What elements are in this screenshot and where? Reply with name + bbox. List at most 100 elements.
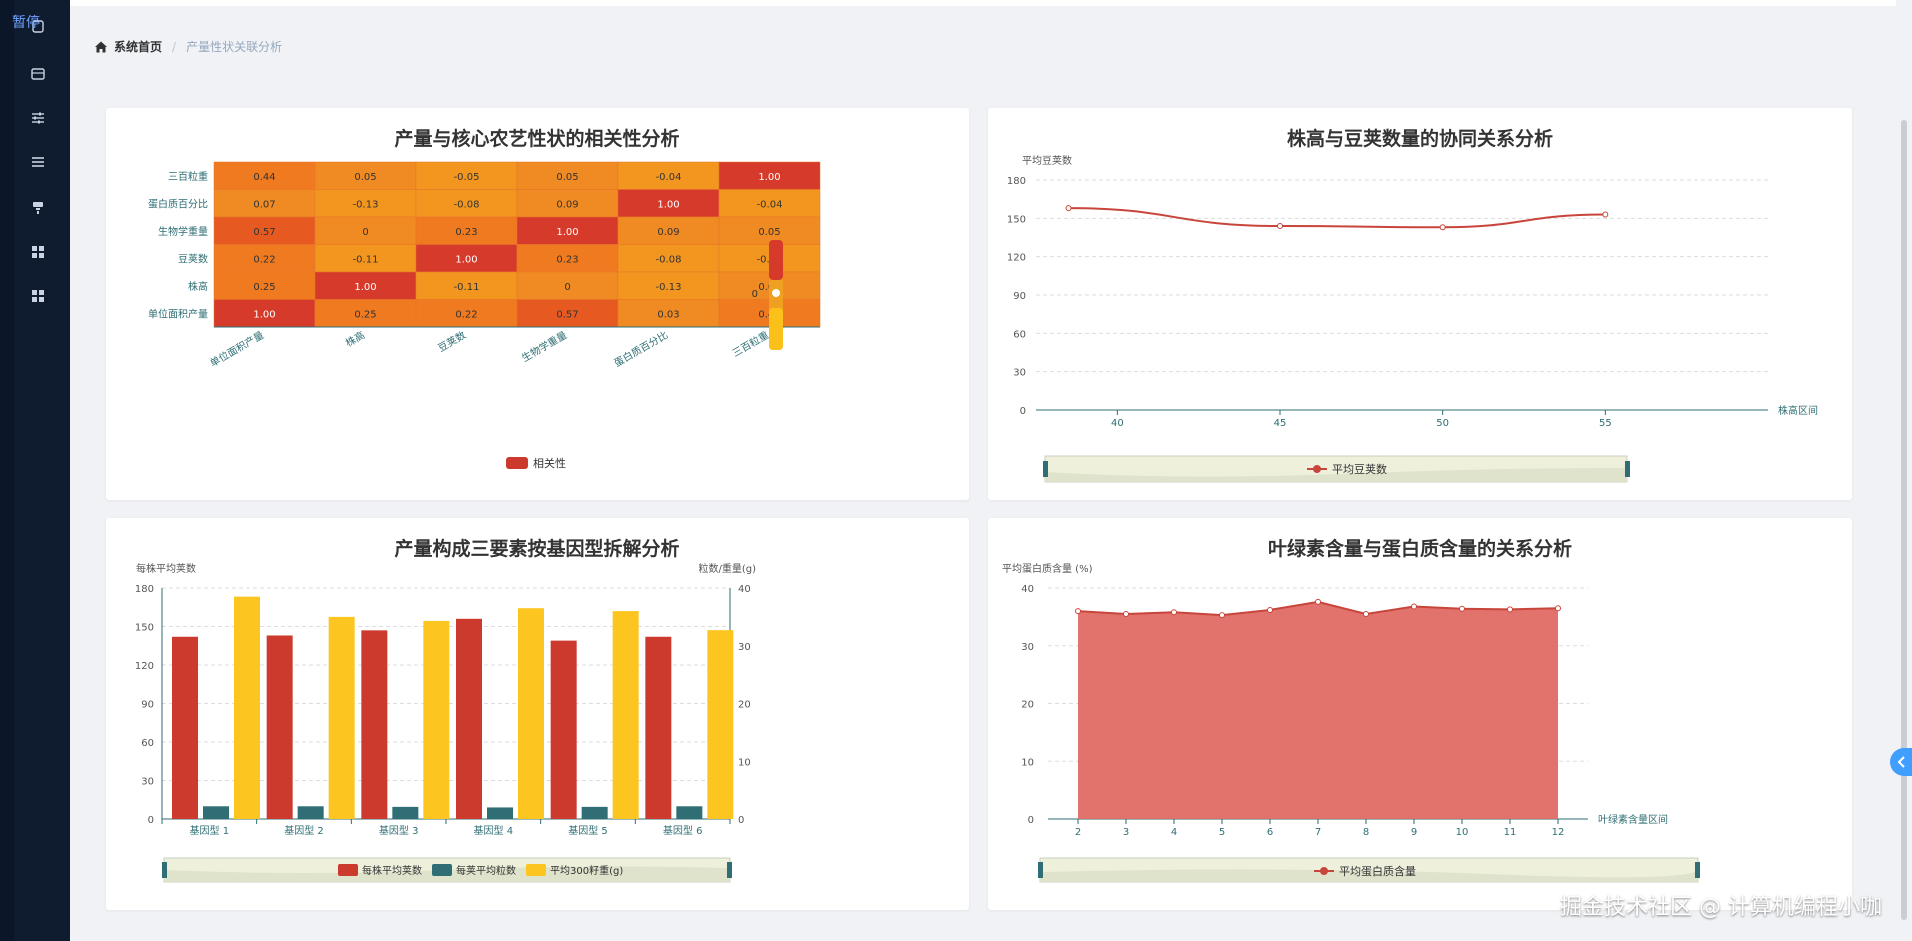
bar bbox=[423, 620, 450, 819]
y-tick-label-right: 0 bbox=[738, 815, 744, 826]
bar bbox=[612, 611, 639, 819]
heatmap-cell-label: -0.13 bbox=[353, 199, 379, 210]
heatmap-cell bbox=[213, 271, 316, 300]
heatmap-cell bbox=[718, 161, 821, 190]
datazoom-handle-left bbox=[1043, 461, 1048, 477]
breadcrumb-current: 产量性状关联分析 bbox=[186, 40, 283, 54]
heatmap-cell bbox=[314, 189, 417, 218]
bar bbox=[297, 806, 324, 819]
chlorophyll-card: 叶绿素含量与蛋白质含量的关系分析 平均蛋白质含量 (%) 0 10 20 30 40 叶绿素含… bbox=[988, 518, 1852, 910]
heatmap-cell bbox=[213, 299, 316, 328]
datazoom-shadow bbox=[1045, 468, 1627, 482]
heatmap-cell-label: 0.25 bbox=[253, 282, 275, 293]
y-tick-label: 150 bbox=[1007, 214, 1026, 225]
x-tick-label: 10 bbox=[1456, 827, 1469, 838]
chart-title: 株高与豆荚数量的协同关系分析 bbox=[1287, 127, 1553, 150]
legend-swatch bbox=[338, 864, 358, 876]
main-content: 系统首页 / 产量性状关联分析 产量与核心农艺性状的相关性分析三百粒重 0.44 0… bbox=[70, 0, 1912, 941]
y-tick-label: 30 bbox=[1013, 368, 1026, 379]
grid-icon-2[interactable] bbox=[30, 288, 46, 304]
datazoom-handle-right bbox=[1695, 862, 1700, 878]
y-tick-label-right: 40 bbox=[738, 584, 751, 595]
bar bbox=[234, 596, 260, 819]
legend-swatch bbox=[526, 864, 546, 876]
y-tick-label-left: 180 bbox=[135, 584, 154, 595]
heatmap-cell-label: 0.05 bbox=[354, 172, 376, 183]
heatmap-cell-label: 0.05 bbox=[556, 172, 578, 183]
heatmap-cell-label: 0.05 bbox=[758, 227, 780, 238]
sliders-icon[interactable] bbox=[30, 110, 46, 126]
list-icon[interactable] bbox=[30, 154, 46, 170]
house-icon bbox=[95, 41, 107, 52]
legend-swatch bbox=[432, 864, 452, 876]
scrollbar-thumb[interactable] bbox=[1901, 120, 1907, 920]
datazoom-handle-right bbox=[727, 862, 732, 878]
series-point bbox=[1459, 605, 1465, 612]
heatmap-cell bbox=[516, 189, 619, 218]
heatmap-x-label: 株高 bbox=[343, 328, 367, 349]
heatmap-cell-label: -0.05 bbox=[454, 172, 480, 183]
page-scrollbar[interactable] bbox=[1896, 0, 1912, 941]
series-point bbox=[1555, 605, 1561, 612]
y-tick-label: 10 bbox=[1021, 757, 1034, 768]
bar bbox=[361, 630, 388, 819]
breadcrumb-separator: / bbox=[172, 39, 177, 54]
y-tick-label-left: 30 bbox=[141, 777, 154, 788]
breadcrumb-home[interactable]: 系统首页 bbox=[114, 40, 163, 54]
legend-swatch-dot bbox=[1320, 867, 1328, 875]
series-line bbox=[1068, 207, 1606, 229]
heatmap-cell-label: 1.00 bbox=[556, 227, 578, 238]
x-tick-label: 基因型 5 bbox=[568, 824, 608, 837]
breadcrumb: 系统首页 / 产量性状关联分析 bbox=[94, 38, 282, 55]
filter-icon[interactable] bbox=[30, 200, 46, 216]
bar bbox=[581, 806, 608, 819]
y-tick-label-left: 0 bbox=[148, 815, 154, 826]
sidebar-edge bbox=[0, 0, 14, 941]
heatmap-x-label: 单位面积产量 bbox=[208, 328, 266, 369]
x-tick-label: 6 bbox=[1267, 827, 1273, 838]
bar bbox=[707, 630, 734, 819]
heatmap-cell-label: 0 bbox=[564, 282, 570, 293]
pause-label[interactable]: 暂停 bbox=[12, 15, 40, 31]
collapse-handle[interactable] bbox=[1890, 748, 1912, 776]
home-icon[interactable] bbox=[30, 18, 46, 34]
bar bbox=[645, 636, 672, 819]
x-tick-label: 基因型 2 bbox=[284, 824, 324, 837]
heatmap-cell bbox=[314, 161, 417, 190]
y-tick-label-right: 10 bbox=[738, 757, 751, 768]
heatmap-x-label: 三百粒重 bbox=[730, 328, 771, 359]
heatmap-card: 产量与核心农艺性状的相关性分析 三百粒重 0.44 0.05 -0.05 0.05 -0.0… bbox=[106, 108, 969, 500]
heatmap-cell bbox=[617, 161, 720, 190]
bar bbox=[392, 806, 419, 819]
series-point bbox=[1507, 606, 1513, 613]
legend-label: 平均300籽重(g) bbox=[550, 864, 623, 877]
y-tick-label-right: 20 bbox=[738, 700, 751, 711]
grid-icon[interactable] bbox=[30, 244, 46, 260]
y-tick-label: 40 bbox=[1021, 584, 1034, 595]
heatmap-cell-label: 0.22 bbox=[455, 309, 477, 320]
y-tick-label-right: 30 bbox=[738, 642, 751, 653]
x-tick-label: 基因型 6 bbox=[663, 824, 703, 837]
heatmap-cell-label: 0.57 bbox=[253, 227, 275, 238]
chart-title: 产量与核心农艺性状的相关性分析 bbox=[394, 127, 679, 150]
heatmap-cell-label: 0.09 bbox=[556, 199, 578, 210]
heatmap-cell bbox=[213, 244, 316, 273]
heatmap-row-label: 三百粒重 bbox=[168, 170, 208, 183]
series-point bbox=[1123, 610, 1129, 617]
top-bar bbox=[70, 0, 1912, 6]
area-fill bbox=[1078, 601, 1558, 819]
card-icon[interactable] bbox=[30, 66, 46, 82]
datazoom-shadow bbox=[1040, 869, 1698, 882]
datazoom-handle-left bbox=[162, 862, 167, 878]
heatmap-cell bbox=[415, 244, 518, 273]
legend-label: 相关性 bbox=[533, 456, 566, 470]
heatmap-cell-label: 0.44 bbox=[253, 172, 275, 183]
x-tick-label: 3 bbox=[1123, 827, 1129, 838]
bar bbox=[456, 618, 482, 819]
heatmap-cell bbox=[617, 216, 720, 245]
heatmap-cell bbox=[617, 189, 720, 218]
